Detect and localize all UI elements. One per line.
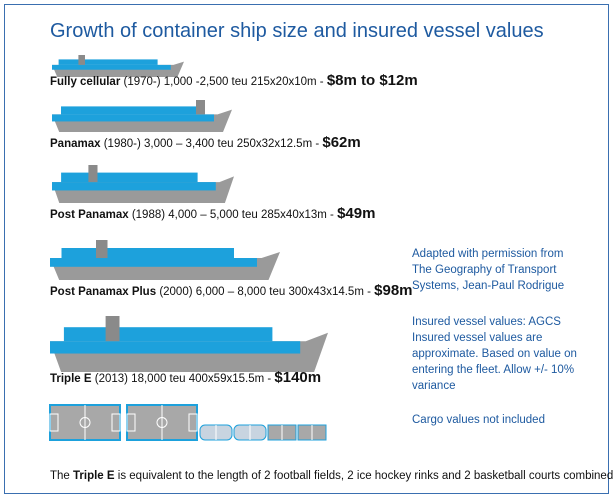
containers xyxy=(61,172,198,183)
ship-detail: (2000) 6,000 – 8,000 teu 300x43x14.5m - xyxy=(159,286,371,298)
note: Adapted with permission from The Geograp… xyxy=(412,248,565,292)
field-circle xyxy=(79,417,91,428)
hull-stripe xyxy=(50,341,301,354)
ship-label: Fully cellular (1970-) 1,000 -2,500 teu … xyxy=(50,72,418,89)
note: Insured vessel values: AGCS Insured vess… xyxy=(412,316,577,392)
containers xyxy=(63,327,273,342)
ship-value: $62m xyxy=(322,134,361,151)
ship-name: Triple E xyxy=(50,373,92,385)
ship-label: Post Panamax (1988) 4,000 – 5,000 teu 28… xyxy=(50,205,375,222)
hull-stripe xyxy=(52,64,171,70)
field-box xyxy=(188,413,198,432)
ship-detail: (1980-) 3,000 – 3,400 teu 250x32x12.5m - xyxy=(103,138,320,150)
ship-label: Post Panamax Plus (2000) 6,000 – 8,000 t… xyxy=(50,282,413,299)
field-box xyxy=(49,413,59,432)
containers xyxy=(61,106,196,115)
ship-name: Fully cellular xyxy=(50,76,121,88)
footer-suffix: is equivalent to the length of 2 footbal… xyxy=(117,470,614,482)
bridge xyxy=(96,240,108,258)
ship-label: Panamax (1980-) 3,000 – 3,400 teu 250x32… xyxy=(50,134,361,151)
footer-bold: Triple E xyxy=(73,470,115,482)
ship-detail: (1988) 4,000 – 5,000 teu 285x40x13m - xyxy=(131,209,334,221)
bridge xyxy=(105,316,120,342)
footer: The Triple E is equivalent to the length… xyxy=(50,470,613,482)
field-circle xyxy=(156,417,168,428)
ship-name: Panamax xyxy=(50,138,101,150)
containers xyxy=(61,248,234,258)
ship-detail: (2013) 18,000 teu 400x59x15.5m - xyxy=(94,373,272,385)
ship-value: $98m xyxy=(374,282,413,299)
field-box xyxy=(111,413,121,432)
footer-prefix: The xyxy=(50,470,70,482)
bridge xyxy=(196,100,205,115)
note: Cargo values not included xyxy=(412,414,545,426)
containers xyxy=(58,59,158,65)
ship-name: Post Panamax Plus xyxy=(50,286,157,298)
ship-value: $140m xyxy=(274,369,322,386)
frame xyxy=(4,4,609,494)
ship-name: Post Panamax xyxy=(50,209,129,221)
ship-value: $49m xyxy=(337,205,376,222)
hull-stripe xyxy=(52,114,214,122)
ship-detail: (1970-) 1,000 -2,500 teu 215x20x10m - xyxy=(123,76,324,88)
bridge xyxy=(88,165,98,183)
bridge xyxy=(78,55,85,65)
ship-value: $8m to $12m xyxy=(326,72,418,89)
ship-label: Triple E (2013) 18,000 teu 400x59x15.5m … xyxy=(50,369,321,386)
title: Growth of container ship size and insure… xyxy=(50,20,544,42)
hull-stripe xyxy=(50,258,257,267)
field-box xyxy=(126,413,136,432)
hull-stripe xyxy=(52,182,216,191)
